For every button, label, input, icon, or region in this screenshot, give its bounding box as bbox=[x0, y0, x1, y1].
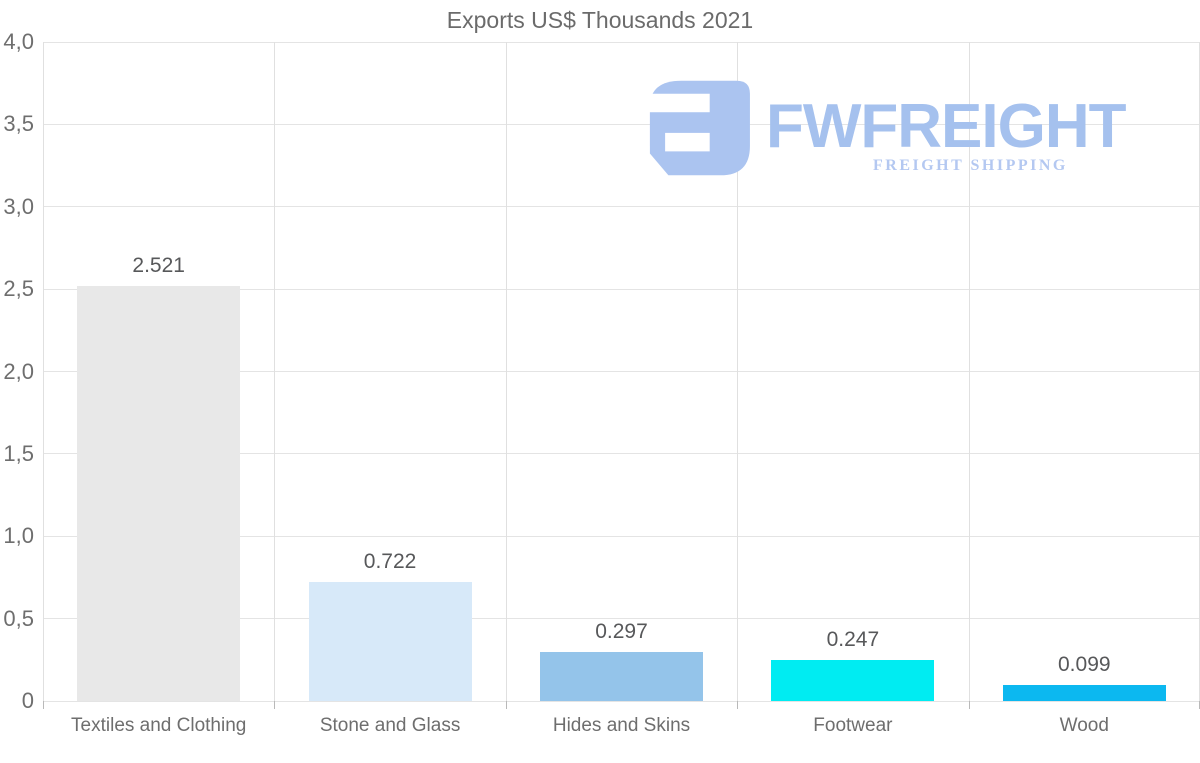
bar-value-label: 0.297 bbox=[595, 620, 648, 644]
y-gridline bbox=[43, 535, 1200, 537]
y-gridline bbox=[43, 618, 1200, 620]
y-axis-tick-label: 2,0 bbox=[3, 358, 34, 384]
bar-textiles-and-clothing[interactable] bbox=[77, 285, 241, 701]
bar-value-label: 2.521 bbox=[132, 253, 185, 277]
y-gridline bbox=[43, 700, 1200, 702]
bar-stone-and-glass[interactable] bbox=[308, 582, 472, 701]
x-gridline bbox=[968, 42, 970, 701]
y-axis-tick-label: 2,5 bbox=[3, 276, 34, 302]
bar-value-label: 0.099 bbox=[1058, 652, 1111, 676]
fwfreight-logo-icon bbox=[646, 80, 750, 176]
x-gridline bbox=[737, 42, 739, 701]
bar-value-label: 0.247 bbox=[826, 628, 880, 652]
y-axis-tick-label: 0,5 bbox=[3, 605, 34, 631]
bar-hides-and-skins[interactable] bbox=[540, 652, 703, 701]
bar-value-label: 0.722 bbox=[363, 550, 417, 574]
x-axis-category-label: Hides and Skins bbox=[552, 715, 691, 736]
chart-title: Exports US$ Thousands 2021 bbox=[446, 7, 754, 33]
x-axis-tick bbox=[43, 701, 44, 709]
y-gridline bbox=[43, 453, 1200, 455]
x-axis-category-label: Wood bbox=[1059, 715, 1109, 736]
bar-footwear[interactable] bbox=[771, 660, 935, 701]
y-gridline bbox=[43, 371, 1200, 372]
x-gridline bbox=[274, 42, 276, 701]
y-gridline bbox=[43, 206, 1200, 208]
x-axis-tick bbox=[968, 701, 970, 709]
y-axis-tick-label: 3,5 bbox=[3, 111, 34, 137]
logo-tagline-text: FREIGHT SHIPPING bbox=[873, 157, 1068, 174]
x-axis-category-label: Textiles and Clothing bbox=[71, 715, 247, 736]
y-gridline bbox=[43, 288, 1200, 290]
x-gridline bbox=[505, 42, 507, 701]
y-axis-tick-label: 1,5 bbox=[3, 440, 34, 466]
x-axis-tick bbox=[274, 701, 276, 709]
x-axis-category-label: Footwear bbox=[813, 715, 893, 736]
y-gridline bbox=[43, 123, 1200, 125]
y-gridline bbox=[43, 41, 1200, 43]
fwfreight-logo: FWFREIGHT FREIGHT SHIPPING bbox=[646, 72, 1156, 182]
x-axis-category-label: Stone and Glass bbox=[319, 715, 461, 736]
y-axis-tick-label: 0 bbox=[21, 688, 34, 713]
y-axis-line bbox=[43, 42, 44, 701]
x-axis-tick bbox=[737, 701, 739, 709]
y-axis-tick-label: 3,0 bbox=[3, 193, 34, 219]
x-axis-tick bbox=[505, 701, 507, 709]
y-axis-tick-label: 1,0 bbox=[3, 523, 34, 549]
bar-wood[interactable] bbox=[1002, 684, 1166, 701]
logo-brand-text: FWFREIGHT bbox=[766, 92, 1126, 161]
y-axis-tick-label: 4,0 bbox=[3, 29, 34, 54]
